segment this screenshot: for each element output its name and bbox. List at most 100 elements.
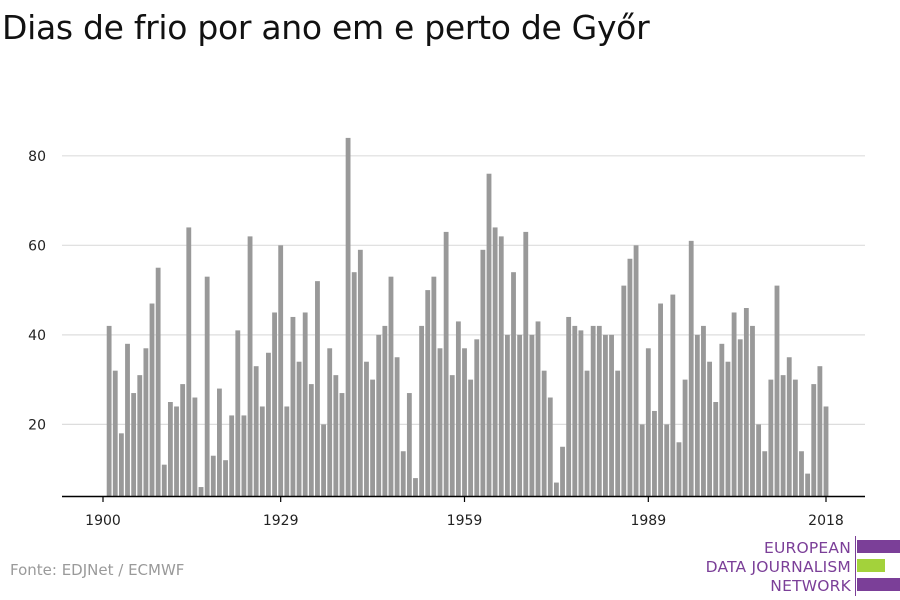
bar-1929 — [278, 245, 284, 496]
logo-line-2: DATA JOURNALISM — [705, 558, 851, 576]
bar-1938 — [333, 375, 339, 496]
bar-1917 — [204, 276, 210, 496]
bar-1919 — [217, 388, 222, 496]
bar-2007 — [756, 424, 762, 496]
y-tick-label: 60 — [28, 238, 46, 254]
bar-1992 — [664, 424, 670, 496]
bar-1984 — [615, 370, 621, 496]
bar-2000 — [713, 402, 719, 496]
bar-1922 — [235, 330, 241, 496]
bar-1943 — [364, 361, 369, 496]
bar-1987 — [633, 245, 639, 496]
bar-1972 — [541, 370, 547, 496]
bar-1986 — [627, 258, 633, 496]
bar-1910 — [161, 464, 167, 496]
bar-2004 — [737, 339, 743, 496]
bars — [106, 137, 829, 496]
logo-bar-purple-top — [857, 540, 900, 553]
logo-divider — [855, 536, 856, 596]
y-axis: 20 40 60 80 — [28, 149, 46, 434]
bar-1951 — [413, 478, 418, 496]
bar-2001 — [719, 343, 725, 496]
bar-1973 — [547, 397, 553, 496]
bar-2003 — [731, 312, 737, 496]
bar-1909 — [155, 267, 161, 496]
bar-1967 — [511, 272, 516, 496]
bar-1982 — [603, 334, 608, 496]
bar-2011 — [780, 375, 786, 496]
bar-1969 — [523, 231, 529, 496]
bar-1930 — [284, 406, 290, 496]
bar-2017 — [817, 366, 823, 496]
bar-1937 — [327, 348, 333, 496]
bar-1944 — [370, 379, 376, 496]
bar-1968 — [517, 334, 523, 496]
bar-1940 — [345, 137, 351, 496]
bar-1965 — [498, 236, 504, 496]
bar-2016 — [811, 384, 817, 496]
bar-1971 — [535, 321, 541, 496]
bar-1927 — [266, 352, 271, 496]
bar-1904 — [125, 343, 130, 496]
bar-1923 — [241, 415, 247, 496]
y-tick-label: 20 — [28, 417, 46, 433]
bar-2018 — [823, 406, 829, 496]
bar-1947 — [388, 276, 394, 496]
bar-1966 — [504, 334, 510, 496]
bar-2009 — [768, 379, 774, 496]
bar-1948 — [394, 357, 400, 496]
bar-1916 — [198, 487, 204, 496]
edjnet-logo[interactable]: EUROPEAN DATA JOURNALISM NETWORK — [700, 536, 900, 596]
logo-bar-purple-bottom — [857, 578, 900, 591]
bar-1974 — [553, 482, 559, 496]
bar-1953 — [425, 290, 431, 496]
bar-1942 — [357, 249, 363, 496]
bar-2014 — [799, 451, 804, 496]
bar-1999 — [707, 361, 712, 496]
bar-1994 — [676, 442, 682, 496]
bar-1905 — [131, 393, 137, 496]
logo-line-3: NETWORK — [770, 577, 851, 595]
bar-1990 — [652, 410, 657, 496]
y-tick-label: 80 — [28, 149, 46, 165]
bar-1991 — [658, 303, 663, 496]
bar-1949 — [400, 451, 406, 496]
bar-1993 — [670, 294, 676, 496]
bar-1939 — [339, 393, 345, 496]
bar-2010 — [774, 285, 780, 496]
bar-1935 — [315, 281, 320, 496]
bar-1962 — [480, 249, 486, 496]
bar-1996 — [688, 240, 694, 496]
x-tick-label: 2018 — [808, 513, 844, 529]
bar-1920 — [223, 460, 228, 496]
bar-2002 — [725, 361, 731, 496]
bar-1918 — [210, 455, 216, 496]
bar-1998 — [701, 325, 706, 496]
bar-1903 — [118, 433, 124, 496]
bar-1952 — [419, 325, 425, 496]
bar-1964 — [492, 227, 498, 496]
bar-1950 — [406, 393, 412, 496]
bar-1961 — [474, 339, 480, 496]
source-note: Fonte: EDJNet / ECMWF — [10, 561, 185, 579]
bar-1978 — [578, 330, 584, 496]
bar-1915 — [192, 397, 198, 496]
bar-1960 — [468, 379, 474, 496]
bar-1934 — [308, 384, 314, 496]
bar-1928 — [272, 312, 277, 496]
bar-1931 — [290, 316, 296, 496]
bar-1914 — [186, 227, 192, 496]
logo-line-1: EUROPEAN — [763, 539, 851, 557]
bar-1995 — [682, 379, 688, 496]
logo-bar-green — [857, 559, 885, 572]
bar-1908 — [149, 303, 155, 496]
bar-1911 — [167, 402, 173, 496]
bar-2013 — [792, 379, 798, 496]
bar-1924 — [247, 236, 253, 496]
bar-1955 — [437, 348, 443, 496]
bar-1933 — [302, 312, 308, 496]
bar-1970 — [529, 334, 535, 496]
bar-1958 — [455, 321, 461, 496]
bar-1976 — [566, 316, 572, 496]
